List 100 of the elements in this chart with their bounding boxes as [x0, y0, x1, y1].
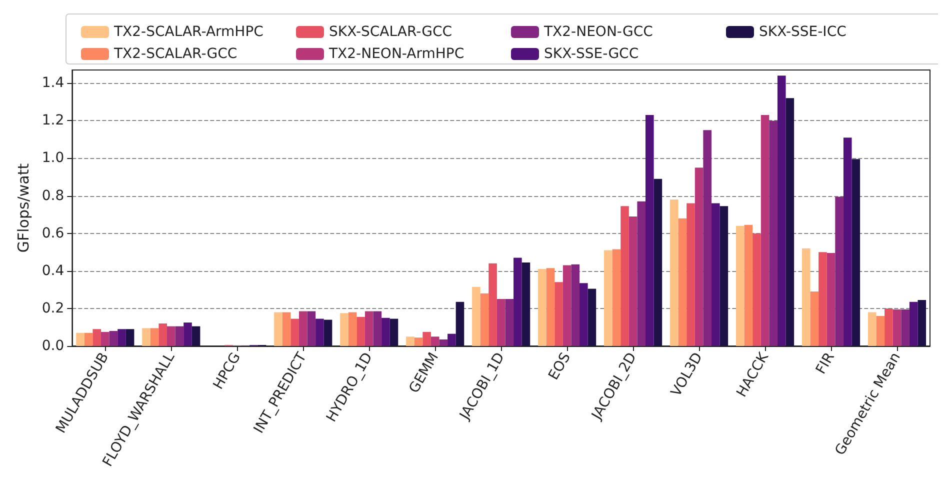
bar — [505, 299, 514, 346]
bar — [868, 312, 876, 346]
bar — [456, 302, 464, 346]
bar — [786, 98, 794, 346]
y-axis-title: GFlops/watt — [14, 163, 32, 253]
bar — [422, 332, 431, 346]
bar — [496, 299, 506, 346]
bar — [694, 168, 704, 346]
bar — [167, 326, 176, 346]
bar — [835, 196, 844, 346]
bar — [514, 258, 522, 346]
bar — [488, 263, 497, 346]
legend-label: TX2-SCALAR-ArmHPC — [113, 24, 264, 40]
bar — [620, 206, 629, 346]
bar — [720, 206, 728, 346]
bar — [538, 269, 546, 346]
bar — [604, 250, 612, 346]
bar — [480, 293, 489, 346]
bar — [192, 326, 200, 346]
bar — [909, 302, 918, 346]
bar — [84, 332, 93, 346]
bar — [76, 332, 84, 346]
legend-label: SKX-SSE-ICC — [759, 24, 847, 40]
bar — [290, 318, 299, 346]
bar — [777, 76, 786, 346]
legend-label: TX2-NEON-ArmHPC — [328, 46, 464, 62]
bar — [769, 120, 778, 346]
bar — [430, 336, 440, 346]
bar — [382, 318, 390, 346]
bar — [356, 316, 365, 346]
bar — [918, 300, 926, 346]
bar — [390, 318, 398, 346]
bar — [158, 323, 167, 346]
bar — [678, 218, 687, 346]
bar — [109, 330, 118, 346]
bar — [736, 226, 744, 346]
bar — [646, 115, 654, 346]
bar — [316, 318, 324, 346]
bar — [744, 224, 753, 346]
bar — [348, 312, 357, 346]
y-tick-label: 1.0 — [42, 150, 64, 166]
bar — [654, 178, 662, 346]
bar — [448, 334, 456, 346]
bar — [826, 253, 836, 346]
bar — [274, 312, 282, 346]
y-tick-label: 0.6 — [42, 225, 64, 242]
bar — [628, 216, 638, 346]
bar — [588, 288, 596, 346]
bar — [184, 322, 192, 346]
bar — [142, 328, 150, 346]
bar — [686, 203, 695, 346]
bar — [101, 332, 110, 346]
bar — [670, 200, 678, 346]
y-tick-label: 1.4 — [42, 75, 64, 92]
legend-label: TX2-SCALAR-GCC — [113, 46, 238, 62]
bar — [802, 248, 810, 346]
y-tick-label: 0.8 — [42, 188, 64, 204]
bar — [406, 336, 414, 346]
bar — [612, 249, 621, 346]
bar — [118, 329, 126, 346]
bar — [126, 329, 134, 346]
bar — [852, 159, 860, 346]
bar — [637, 201, 646, 346]
bar — [711, 203, 720, 346]
bar — [892, 309, 902, 346]
bar — [810, 292, 819, 346]
bar — [843, 138, 852, 346]
y-tick-label: 0.4 — [42, 262, 64, 279]
bar — [703, 130, 712, 346]
bar — [439, 339, 448, 346]
bar — [522, 262, 530, 346]
bar — [92, 329, 102, 346]
bar — [175, 326, 184, 346]
bar — [818, 252, 827, 346]
bar — [307, 311, 316, 346]
bar — [298, 311, 308, 346]
bar — [901, 309, 910, 346]
x-tick-label: FIR — [813, 350, 838, 377]
y-tick-label: 0.2 — [42, 300, 64, 316]
bar — [282, 312, 291, 346]
legend-label: SKX-SCALAR-GCC — [329, 24, 452, 40]
bar — [364, 311, 374, 346]
bar — [752, 233, 761, 346]
bar — [373, 311, 382, 346]
y-tick-label: 1.2 — [42, 112, 64, 129]
bar — [571, 264, 580, 346]
legend-label: SKX-SSE-GCC — [544, 46, 639, 62]
bar — [580, 283, 588, 346]
y-tick-label: 0.0 — [42, 338, 64, 354]
bar — [884, 308, 893, 346]
legend-label: TX2-NEON-GCC — [543, 24, 654, 40]
bar — [876, 316, 885, 346]
bar — [414, 338, 423, 346]
bar — [340, 313, 348, 346]
bar — [324, 320, 332, 346]
bar — [546, 268, 555, 346]
bar — [472, 286, 480, 346]
bar — [554, 282, 563, 346]
bar — [562, 265, 572, 346]
bar — [760, 115, 770, 346]
